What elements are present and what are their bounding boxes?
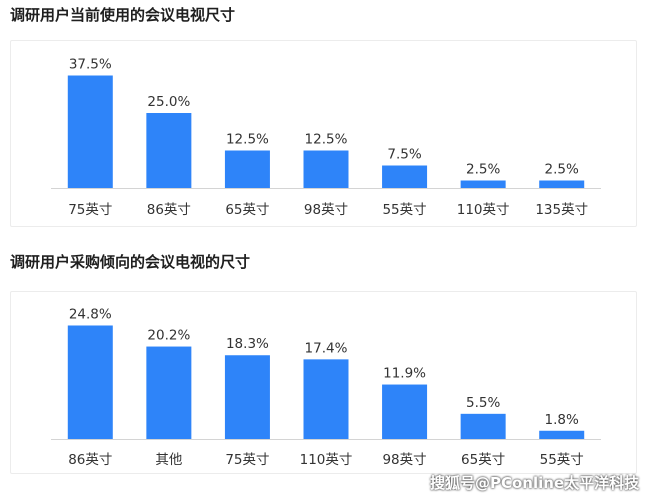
chart-2-category-label: 98英寸	[382, 451, 426, 468]
chart-1-bar	[460, 180, 506, 188]
chart-1-value-label: 12.5%	[226, 132, 269, 148]
chart-2-category-label: 75英寸	[225, 451, 269, 468]
chart-1-bar	[303, 150, 349, 188]
watermark: 搜狐号@PConline太平洋科技	[430, 474, 640, 492]
chart-1-bar	[224, 150, 270, 188]
chart-1-category-label: 135英寸	[535, 201, 588, 218]
chart-2-bar	[146, 346, 192, 439]
chart-2-value-label: 5.5%	[466, 395, 500, 411]
chart-2-value-label: 1.8%	[545, 412, 579, 428]
chart-1-value-label: 2.5%	[545, 162, 579, 178]
chart-1-bar	[539, 180, 585, 188]
chart-1-category-label: 65英寸	[225, 201, 269, 218]
chart-2-category-label: 110英寸	[300, 451, 353, 468]
chart-2-bar	[67, 325, 113, 439]
chart-1-bar	[382, 165, 428, 188]
chart-2-category-label: 55英寸	[540, 451, 584, 468]
chart-2-category-label: 其他	[155, 452, 182, 468]
chart-1-category-label: 86英寸	[147, 201, 191, 218]
chart-2-bar	[539, 430, 585, 439]
chart-2-category-label: 65英寸	[461, 451, 505, 468]
chart-2-value-label: 18.3%	[226, 336, 269, 352]
chart-2-panel: 24.8% 86英寸 20.2% 其他 18.3% 75英寸 17.4% 110英寸 11.9%…	[10, 291, 637, 474]
chart-2-value-label: 20.2%	[147, 328, 190, 344]
chart-2-value-label: 24.8%	[69, 306, 112, 322]
chart-2-bar	[224, 355, 270, 439]
chart-2-bar	[303, 359, 349, 439]
chart-2-plot: 24.8% 86英寸 20.2% 其他 18.3% 75英寸 17.4% 110英寸 11.9%…	[51, 306, 601, 468]
chart-1-category-label: 55英寸	[382, 201, 426, 218]
chart-2-value-label: 17.4%	[305, 340, 348, 356]
chart-1-bar	[67, 75, 113, 188]
chart-1-category-label: 110英寸	[457, 201, 510, 218]
chart-2-title: 调研用户采购倾向的会议电视的尺寸	[10, 253, 251, 271]
chart-1-bar	[146, 113, 192, 188]
chart-1-value-label: 12.5%	[305, 132, 348, 148]
chart-1-value-label: 25.0%	[147, 94, 190, 110]
chart-2-bar	[382, 384, 428, 439]
chart-1-category-label: 98英寸	[304, 201, 348, 218]
chart-1-plot: 37.5% 75英寸 25.0% 86英寸 12.5% 65英寸 12.5% 98英寸 7.5%…	[51, 57, 601, 218]
chart-1-category-label: 75英寸	[68, 201, 112, 218]
chart-1-value-label: 7.5%	[387, 147, 421, 163]
chart-1-title: 调研用户当前使用的会议电视尺寸	[10, 6, 236, 24]
chart-1-panel: 37.5% 75英寸 25.0% 86英寸 12.5% 65英寸 12.5% 98英寸 7.5%…	[10, 40, 637, 227]
chart-1-value-label: 2.5%	[466, 162, 500, 178]
chart-2-category-label: 86英寸	[68, 451, 112, 468]
chart-2-value-label: 11.9%	[383, 366, 426, 382]
chart-2-bar	[460, 413, 506, 439]
chart-1-value-label: 37.5%	[69, 57, 112, 73]
